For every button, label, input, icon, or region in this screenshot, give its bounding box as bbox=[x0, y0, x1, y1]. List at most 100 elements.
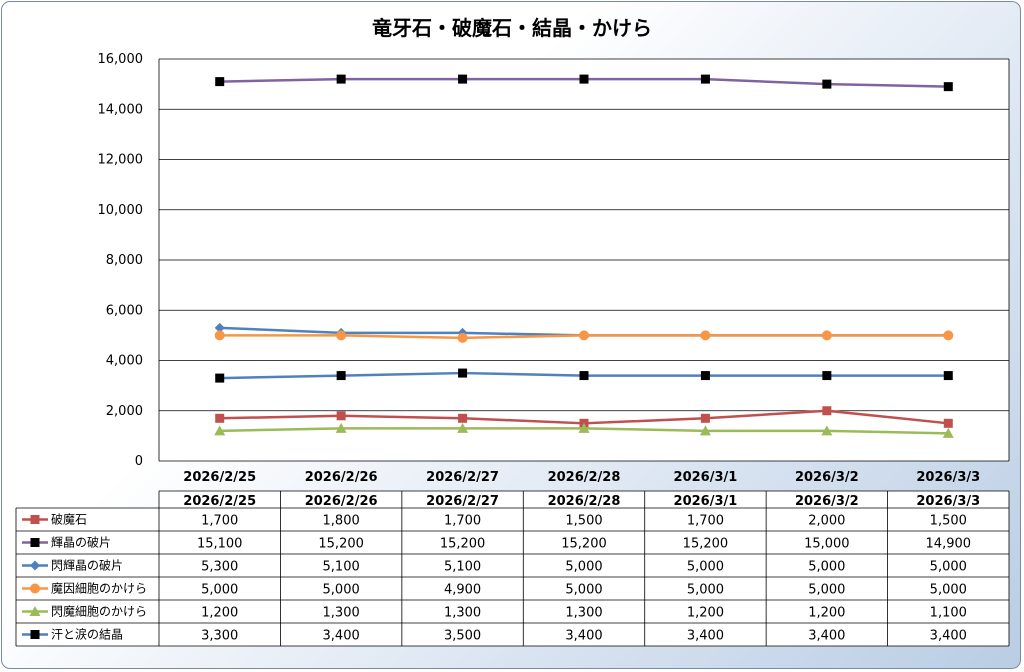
table-cell-value: 2,000 bbox=[808, 514, 845, 529]
data-point bbox=[700, 371, 710, 381]
chart-title: 竜牙石・破魔石・結晶・かけら bbox=[372, 16, 652, 40]
table-header-bg bbox=[159, 491, 1009, 508]
table-cell-value: 1,500 bbox=[565, 514, 602, 529]
y-tick-label: 4,000 bbox=[106, 354, 143, 369]
table-cell-value: 5,000 bbox=[201, 583, 238, 598]
legend-label: 閃魔細胞のかけら bbox=[51, 604, 147, 619]
table-cell-value: 5,000 bbox=[808, 583, 845, 598]
table-cell-value: 3,400 bbox=[323, 629, 360, 644]
data-point bbox=[700, 330, 711, 341]
data-point bbox=[215, 373, 225, 383]
table-cell-value: 1,200 bbox=[808, 606, 845, 621]
data-point bbox=[458, 413, 468, 423]
table-cell-value: 1,200 bbox=[201, 606, 238, 621]
legend-label: 閃輝晶の破片 bbox=[51, 558, 123, 573]
table-header-date: 2026/3/3 bbox=[916, 494, 980, 509]
table-cell-value: 3,400 bbox=[930, 629, 967, 644]
data-point bbox=[214, 330, 225, 341]
legend-label: 破魔石 bbox=[51, 512, 87, 527]
data-point bbox=[214, 322, 225, 333]
data-point bbox=[335, 422, 347, 433]
table-cell-value: 5,300 bbox=[201, 560, 238, 575]
x-tick-label: 2026/3/1 bbox=[674, 470, 738, 485]
data-point bbox=[214, 425, 226, 436]
legend-marker bbox=[30, 515, 40, 524]
data-point bbox=[821, 425, 833, 436]
data-point bbox=[822, 79, 832, 89]
table-cell-value: 1,800 bbox=[323, 514, 360, 529]
x-tick-label: 2026/2/27 bbox=[426, 470, 499, 485]
data-point bbox=[579, 74, 589, 84]
legend-entry: 閃魔細胞のかけら bbox=[22, 604, 147, 619]
data-point bbox=[943, 418, 953, 428]
data-point bbox=[699, 425, 711, 436]
x-tick-label: 2026/2/28 bbox=[548, 470, 621, 485]
legend-marker bbox=[29, 606, 41, 616]
series-line bbox=[215, 368, 953, 383]
table-cell-value: 5,000 bbox=[808, 560, 845, 575]
y-tick-label: 10,000 bbox=[98, 203, 144, 218]
table-cell-value: 15,200 bbox=[318, 537, 364, 552]
table-cell-value: 4,900 bbox=[444, 583, 481, 598]
x-tick-label: 2026/3/2 bbox=[795, 470, 859, 485]
y-tick-label: 2,000 bbox=[106, 404, 143, 419]
table-header-date: 2026/2/27 bbox=[426, 494, 499, 509]
data-point bbox=[942, 427, 954, 438]
legend-label: 魔因細胞のかけら bbox=[51, 581, 147, 596]
legend-entry: 輝晶の破片 bbox=[22, 535, 111, 550]
table-header-date: 2026/2/28 bbox=[548, 494, 621, 509]
table-cell-value: 5,000 bbox=[687, 560, 724, 575]
data-point bbox=[215, 77, 225, 87]
table-cell-value: 5,000 bbox=[323, 583, 360, 598]
data-point bbox=[457, 422, 469, 433]
data-point bbox=[579, 371, 589, 381]
table-cell-value: 3,400 bbox=[808, 629, 845, 644]
series-line bbox=[214, 422, 954, 438]
data-point bbox=[578, 422, 590, 433]
data-point bbox=[457, 332, 468, 343]
table-cell-value: 14,900 bbox=[926, 537, 972, 552]
y-tick-label: 6,000 bbox=[106, 303, 143, 318]
table-cell-value: 3,400 bbox=[565, 629, 602, 644]
table-cell-value: 15,100 bbox=[197, 537, 243, 552]
legend-entry: 魔因細胞のかけら bbox=[22, 581, 147, 596]
table-cell-value: 1,700 bbox=[201, 514, 238, 529]
data-point bbox=[943, 371, 953, 381]
table-cell-value: 5,000 bbox=[930, 583, 967, 598]
data-point bbox=[943, 82, 953, 92]
y-tick-label: 0 bbox=[135, 454, 143, 469]
table-cell-value: 1,300 bbox=[323, 606, 360, 621]
x-tick-label: 2026/2/25 bbox=[183, 470, 256, 485]
table-cell-value: 1,100 bbox=[930, 606, 967, 621]
table-cell-value: 15,200 bbox=[440, 537, 486, 552]
table-cell-value: 1,500 bbox=[930, 514, 967, 529]
table-cell-value: 1,300 bbox=[565, 606, 602, 621]
data-point bbox=[822, 406, 832, 416]
legend-marker bbox=[30, 560, 40, 571]
legend-marker bbox=[30, 583, 40, 594]
table-header-date: 2026/3/1 bbox=[674, 494, 738, 509]
legend-marker bbox=[30, 538, 40, 547]
table-cell-value: 15,200 bbox=[561, 537, 607, 552]
table-cell-value: 3,500 bbox=[444, 629, 481, 644]
y-tick-label: 14,000 bbox=[98, 102, 144, 117]
table-cell-value: 1,200 bbox=[687, 606, 724, 621]
table-cell-value: 5,000 bbox=[565, 560, 602, 575]
data-point bbox=[336, 411, 346, 421]
table-header-date: 2026/2/26 bbox=[305, 494, 378, 509]
table-cell-value: 5,000 bbox=[565, 583, 602, 598]
y-tick-label: 16,000 bbox=[98, 52, 144, 67]
data-point bbox=[700, 413, 710, 423]
table-cell-value: 1,300 bbox=[444, 606, 481, 621]
data-point bbox=[943, 330, 954, 341]
legend-marker bbox=[30, 630, 40, 639]
data-point bbox=[336, 74, 346, 84]
data-point bbox=[336, 330, 347, 341]
series-line bbox=[214, 330, 954, 343]
table-cell-value: 3,400 bbox=[687, 629, 724, 644]
table-cell-value: 3,300 bbox=[201, 629, 238, 644]
series-line bbox=[215, 74, 953, 92]
table-cell-value: 5,000 bbox=[687, 583, 724, 598]
